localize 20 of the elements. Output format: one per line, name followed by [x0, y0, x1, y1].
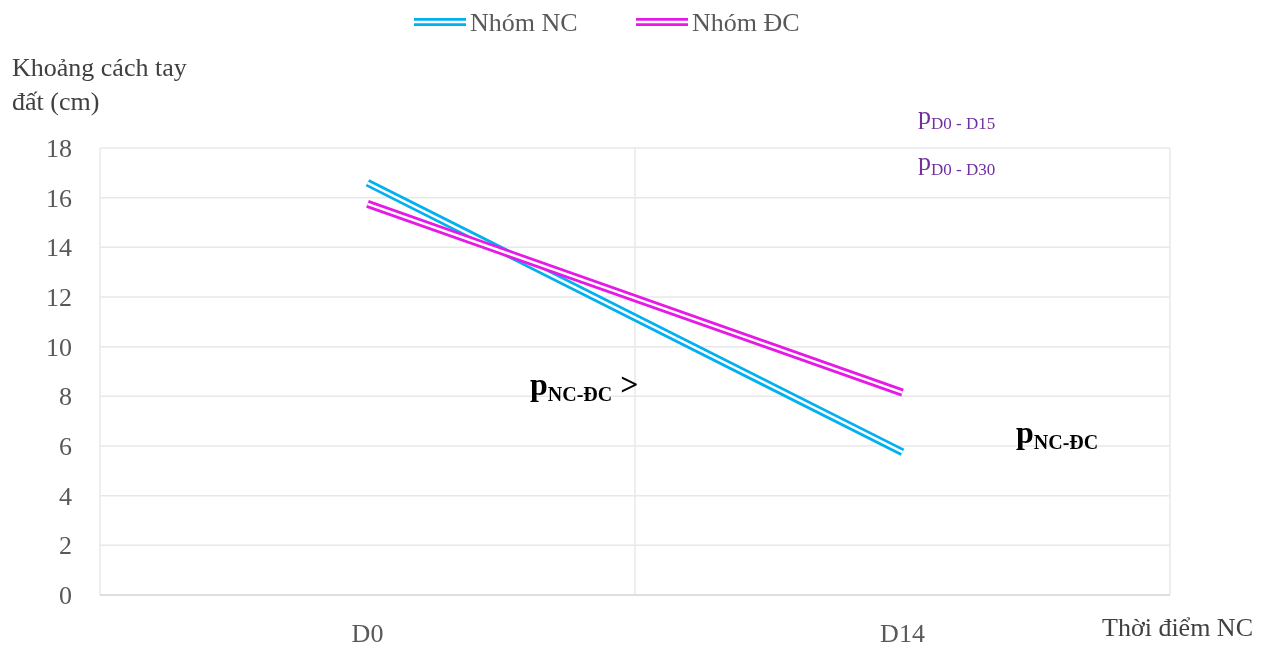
y-axis-title: Khoảng cách tay đất (cm)	[12, 53, 187, 116]
y-tick-label: 2	[59, 531, 72, 561]
y-tick-label: 6	[59, 432, 72, 462]
y-tick-label: 0	[59, 581, 72, 611]
annotation: p$_{D0 - D30}$	[918, 147, 996, 180]
y-tick-label: 12	[46, 283, 72, 313]
y-tick-label: 10	[46, 332, 72, 362]
y-tick-label: 4	[59, 481, 72, 511]
x-axis-title: Thời điểm NC	[1102, 613, 1253, 642]
y-tick-label: 16	[46, 183, 72, 213]
annotation: p$_{NC-ĐC}$ >	[530, 366, 639, 405]
y-tick-label: 18	[46, 134, 72, 164]
y-tick-label: 8	[59, 382, 72, 412]
legend-label: Nhóm ĐC	[692, 8, 800, 37]
y-tick-label: 14	[46, 233, 72, 263]
text: p$_{D0 - D15}$	[918, 101, 996, 134]
legend-label: Nhóm NC	[470, 8, 578, 37]
x-tick-label: D14	[880, 619, 925, 648]
x-tick-label: D0	[351, 619, 384, 648]
annotation: p$_{NC-ĐC}$	[1016, 414, 1099, 453]
